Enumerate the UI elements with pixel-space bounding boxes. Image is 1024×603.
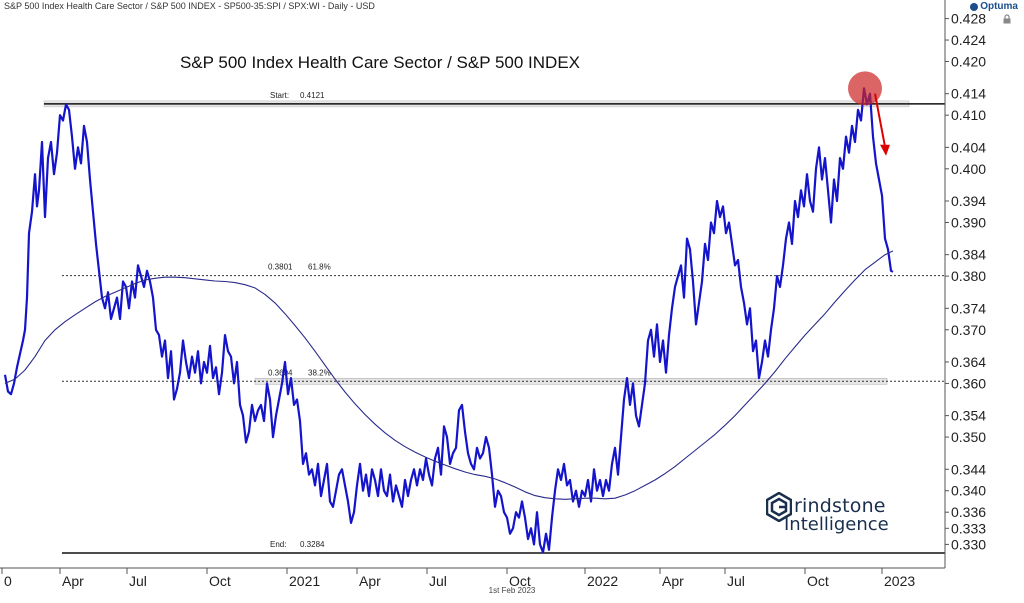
level-value: 61.8% (308, 263, 331, 272)
y-tick-label: 0.350 (951, 429, 986, 445)
x-tick-label: Jul (429, 573, 447, 589)
x-tick-label: Apr (62, 573, 84, 589)
optuma-brand-label: Optuma (980, 1, 1018, 12)
y-tick-label: 0.414 (951, 86, 986, 102)
y-tick-label: 0.390 (951, 214, 986, 230)
level-label: 0.3801 (268, 263, 293, 272)
y-tick-label: 0.410 (951, 107, 986, 123)
ratio-line (3, 87, 894, 554)
level-label: End: (270, 540, 286, 549)
x-tick-label: 2021 (289, 573, 320, 589)
y-tick-label: 0.364 (951, 354, 986, 370)
y-tick-label: 0.400 (951, 161, 986, 177)
y-tick-label: 0.404 (951, 139, 986, 155)
y-tick-label: 0.344 (951, 461, 986, 477)
y-tick-label: 0.394 (951, 193, 986, 209)
level-value: 0.3284 (300, 540, 325, 549)
down-arrow-shaft (874, 93, 886, 147)
x-tick-label: Apr (359, 573, 381, 589)
y-tick-label: 0.370 (951, 322, 986, 338)
y-tick-label: 0.428 (951, 11, 986, 27)
y-tick-label: 0.330 (951, 536, 986, 552)
level-value: 0.4121 (300, 91, 325, 100)
hexagon-g-icon (766, 492, 792, 522)
down-arrow-head (880, 144, 890, 156)
lock-icon[interactable] (1002, 14, 1012, 24)
optuma-logo-icon (970, 2, 979, 11)
footer-date: 1st Feb 2023 (488, 586, 536, 595)
y-tick-label: 0.336 (951, 504, 986, 520)
chart-title: S&P 500 Index Health Care Sector / S&P 5… (180, 53, 580, 72)
logo-line1: rindstone (794, 495, 886, 517)
x-tick-label: 2023 (884, 573, 915, 589)
highlight-circle (848, 71, 882, 106)
y-tick-label: 0.420 (951, 54, 986, 70)
x-axis: 0 Apr Jul Oct 2021 Apr Jul Oct 2022 Apr Jul Oct 2023 (0, 567, 945, 589)
y-tick-label: 0.340 (951, 483, 986, 499)
x-tick-label: Oct (807, 573, 829, 589)
moving-average-line (4, 250, 894, 500)
x-tick-label: Jul (129, 573, 147, 589)
x-tick-label: Apr (662, 573, 684, 589)
y-tick-label: 0.384 (951, 247, 986, 263)
x-tick-label: 2022 (587, 573, 618, 589)
x-tick-label: Jul (727, 573, 745, 589)
y-tick-label: 0.424 (951, 32, 986, 48)
x-tick-label: Oct (209, 573, 231, 589)
level-label: 0.3604 (268, 368, 293, 377)
level-value: 38.2% (308, 368, 331, 377)
logo-line2: Intelligence (784, 514, 889, 535)
y-tick-label: 0.360 (951, 375, 986, 391)
y-axis: 0.428 0.424 0.420 0.414 0.410 0.404 0.400 0.394… (944, 0, 986, 568)
y-tick-label: 0.380 (951, 268, 986, 284)
y-tick-label: 0.374 (951, 300, 986, 316)
chart-header-info: S&P 500 Index Health Care Sector / S&P 5… (4, 1, 375, 11)
x-tick-label: Oct (509, 573, 531, 589)
annotation-group (848, 71, 890, 156)
fib-levels: Start: 0.4121 0.3801 61.8% 0.3604 38.2% End: 0.… (43, 91, 945, 554)
x-tick-label: 0 (4, 573, 12, 589)
level-label: Start: (270, 91, 289, 100)
optuma-brand[interactable]: Optuma (970, 1, 1018, 12)
series-group (3, 87, 894, 554)
y-tick-label: 0.354 (951, 408, 986, 424)
y-tick-label: 0.333 (951, 520, 986, 536)
grindstone-logo: rindstone Intelligence (766, 490, 906, 538)
